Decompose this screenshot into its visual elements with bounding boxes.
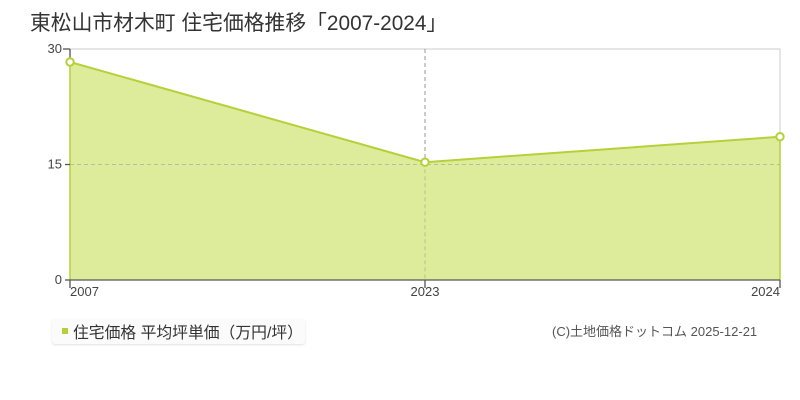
svg-text:2024: 2024 <box>751 284 780 299</box>
svg-text:2023: 2023 <box>411 284 440 299</box>
svg-text:0: 0 <box>55 272 62 287</box>
svg-text:2007: 2007 <box>70 284 99 299</box>
svg-text:30: 30 <box>48 41 62 56</box>
svg-text:15: 15 <box>48 157 62 172</box>
